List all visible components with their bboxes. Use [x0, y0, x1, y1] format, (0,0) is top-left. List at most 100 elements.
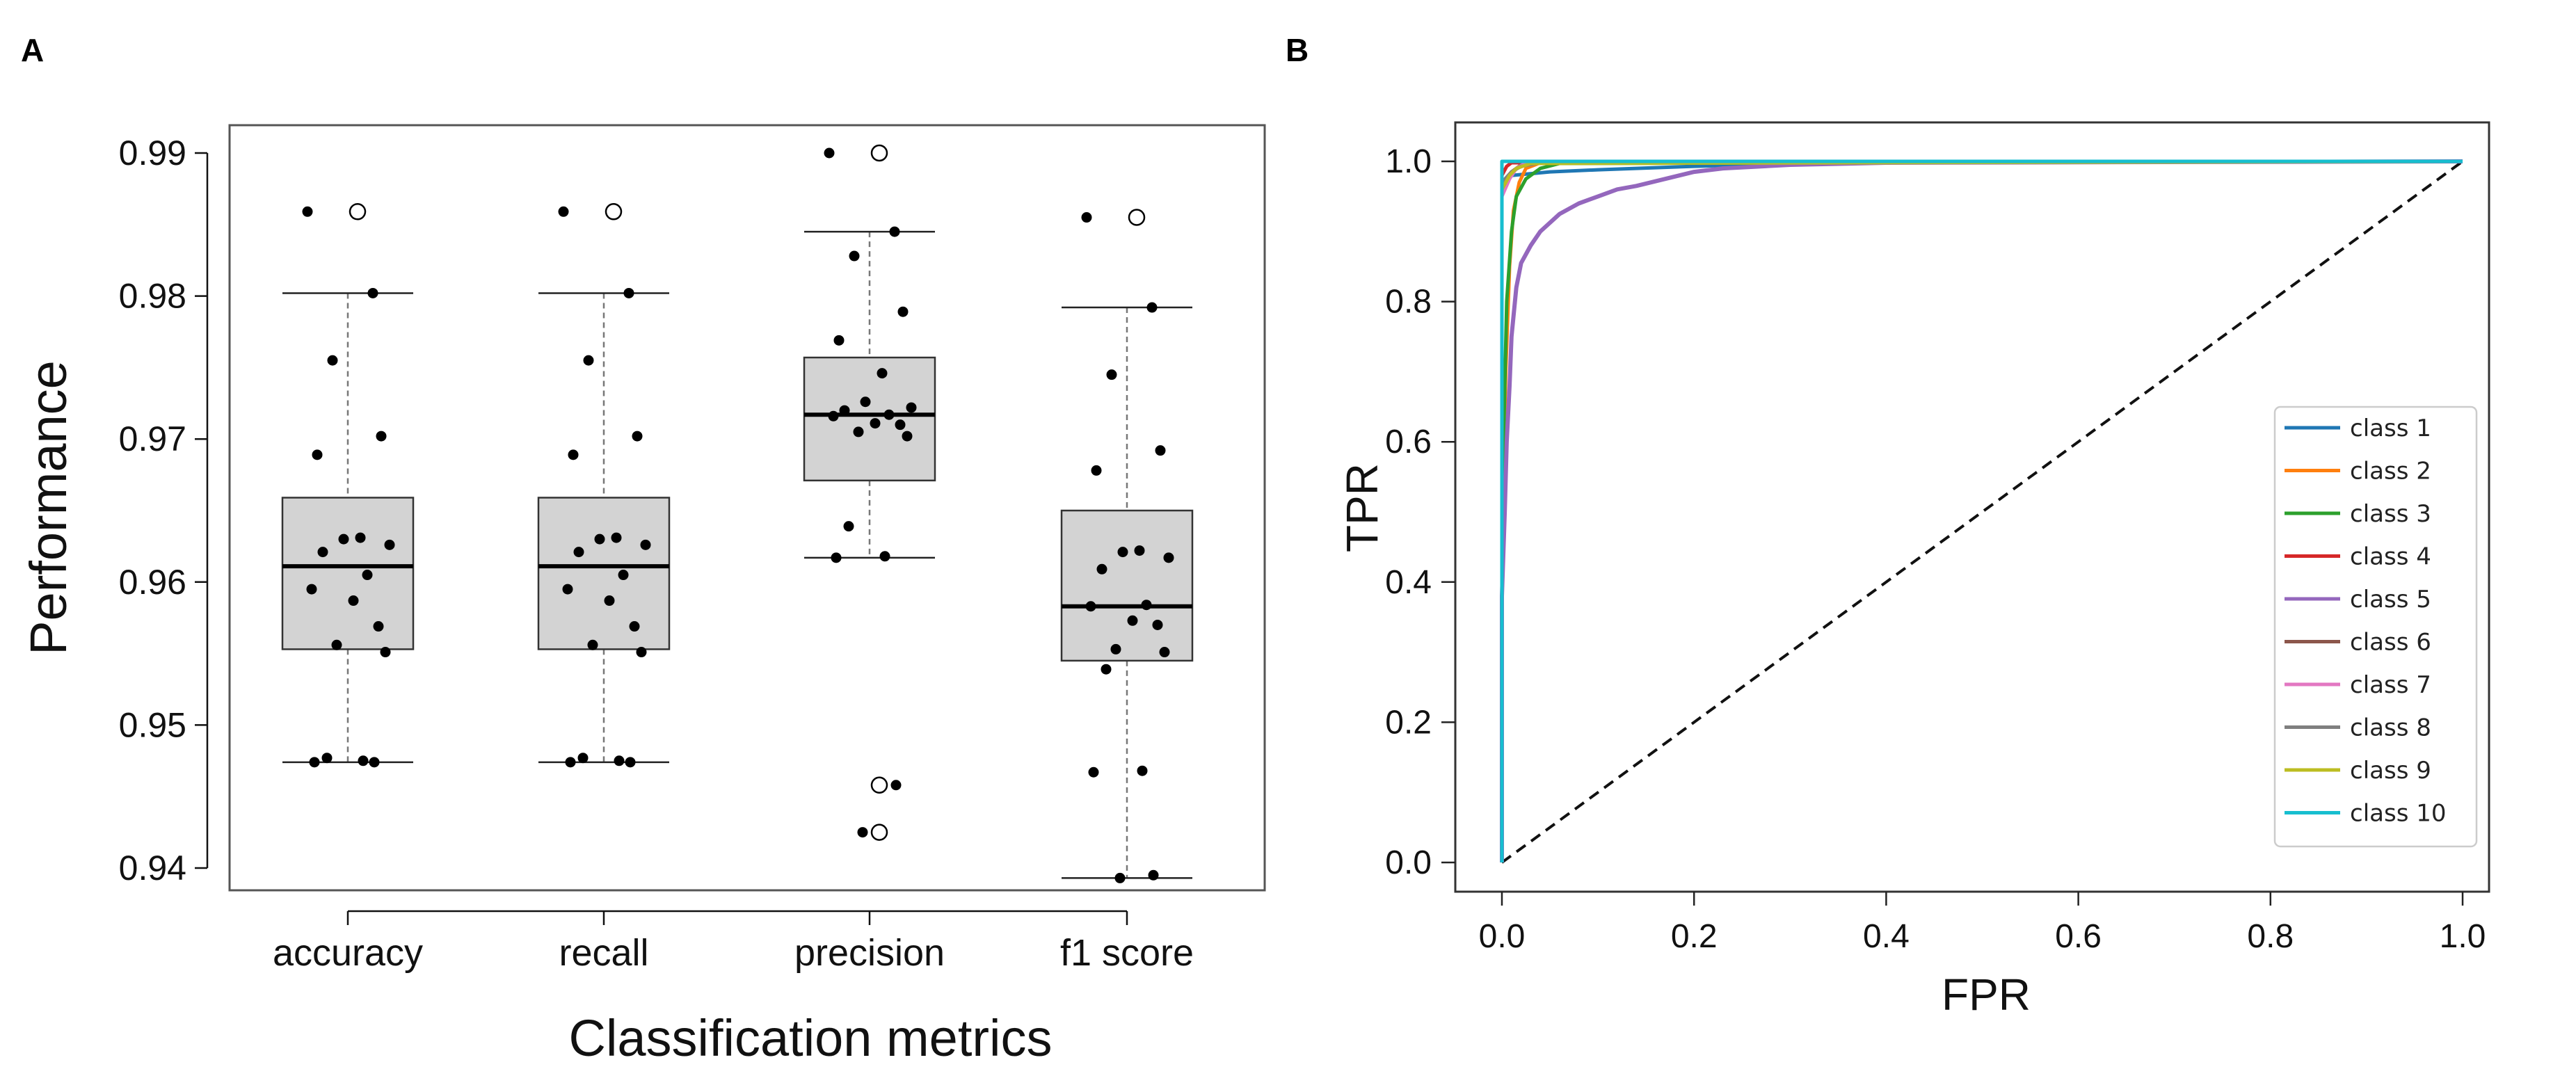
- data-point: [889, 226, 900, 237]
- data-point: [860, 396, 871, 408]
- data-point: [1091, 465, 1102, 476]
- data-point: [327, 355, 338, 366]
- plot-frame-b: [1454, 121, 2490, 893]
- data-point: [331, 639, 342, 650]
- legend-entry: class 9: [2350, 757, 2431, 785]
- data-point: [877, 368, 888, 379]
- data-point: [1159, 647, 1170, 658]
- y-tick-label-a: 0.98: [119, 277, 186, 316]
- legend-entry: class 7: [2350, 671, 2431, 699]
- panel-b: B 0.0 0.2 0.4 0.6 0.8 1.0 0.0 0.2 0.4 0.6 0.8 1.0 c…: [1286, 32, 2490, 1020]
- y-tick-label-a: 0.97: [119, 419, 186, 458]
- data-point: [1114, 872, 1126, 883]
- box-iqr: [803, 356, 936, 482]
- roc-curve-class-5: [1500, 159, 2463, 862]
- data-point: [623, 287, 634, 298]
- data-point: [384, 539, 395, 550]
- data-point: [1163, 552, 1174, 563]
- data-point: [309, 757, 320, 768]
- data-point: [367, 287, 378, 298]
- data-point: [870, 418, 881, 429]
- data-point: [1148, 869, 1159, 881]
- x-tick-label-precision: precision: [794, 932, 945, 974]
- data-point: [831, 552, 842, 563]
- data-point: [879, 551, 890, 562]
- data-point: [1110, 643, 1121, 655]
- data-point: [355, 532, 366, 543]
- data-point: [833, 335, 845, 346]
- data-point: [583, 355, 594, 366]
- data-point: [629, 621, 640, 632]
- data-point: [824, 147, 835, 159]
- y-axis-label-b: TPR: [1337, 463, 1387, 552]
- legend-box: [2273, 405, 2478, 848]
- outlier-point: [870, 144, 888, 162]
- axes-b: 0.0 0.2 0.4 0.6 0.8 1.0 0.0 0.2 0.4 0.6 0.8 1.0: [1385, 143, 2486, 955]
- data-point: [362, 570, 373, 581]
- boxes-a: [281, 144, 1194, 883]
- y-tick-label-b: 0.4: [1385, 564, 1432, 601]
- data-point: [890, 780, 902, 791]
- data-point: [883, 409, 895, 420]
- legend-entry: class 5: [2350, 586, 2431, 613]
- data-point: [1117, 547, 1128, 558]
- data-point: [568, 449, 579, 460]
- data-point: [604, 595, 615, 607]
- data-point: [853, 426, 864, 437]
- data-point: [1101, 664, 1112, 675]
- data-point: [380, 647, 391, 658]
- data-point: [565, 757, 576, 768]
- data-point: [1127, 615, 1138, 626]
- data-point: [302, 206, 313, 217]
- x-tick-label-b: 0.6: [2055, 918, 2102, 955]
- y-tick-label-a: 0.96: [119, 563, 186, 602]
- data-point: [562, 584, 573, 595]
- data-point: [839, 405, 850, 416]
- data-point: [312, 449, 323, 460]
- data-point: [618, 570, 629, 581]
- legend-entry: class 3: [2350, 500, 2431, 528]
- data-point: [1096, 563, 1107, 575]
- data-point: [376, 431, 387, 442]
- data-point: [358, 755, 369, 766]
- legend-entry: class 8: [2350, 714, 2431, 742]
- box-f1-score: [1060, 209, 1194, 883]
- panel-label-a: A: [21, 32, 44, 68]
- plot-frame-a: [228, 124, 1266, 892]
- legend-entry: class 4: [2350, 543, 2431, 571]
- data-point: [828, 410, 839, 421]
- data-point: [843, 521, 854, 532]
- y-tick-label-a: 0.99: [119, 134, 186, 172]
- data-point: [857, 827, 868, 838]
- roc-curves: [1500, 159, 2464, 864]
- x-tick-label-b: 1.0: [2440, 918, 2486, 955]
- x-tick-label-b: 0.2: [1671, 918, 1718, 955]
- data-point: [1134, 545, 1145, 556]
- data-point: [625, 757, 636, 768]
- roc-curve-class-10: [1500, 159, 2463, 862]
- panel-label-b: B: [1286, 32, 1309, 68]
- x-tick-label-b: 0.0: [1479, 918, 1526, 955]
- outlier-point: [870, 776, 888, 794]
- box-accuracy: [281, 203, 415, 768]
- data-point: [906, 402, 917, 413]
- box-iqr: [537, 497, 671, 650]
- x-tick-label-accuracy: accuracy: [273, 932, 423, 974]
- legend-entry: class 10: [2350, 800, 2446, 828]
- data-point: [1152, 619, 1163, 630]
- data-point: [611, 532, 622, 543]
- data-point: [577, 753, 589, 764]
- y-tick-label-b: 0.2: [1385, 704, 1432, 741]
- data-point: [902, 431, 913, 442]
- y-tick-label-a: 0.95: [119, 705, 186, 744]
- box-iqr: [281, 497, 415, 650]
- data-point: [897, 306, 909, 317]
- data-point: [895, 419, 906, 431]
- data-point: [636, 647, 647, 658]
- data-point: [369, 757, 380, 768]
- legend: class 1 class 2 class 3 class 4 class 5 class…: [2273, 405, 2478, 848]
- box-precision: [803, 144, 936, 841]
- data-point: [640, 539, 651, 550]
- y-tick-label-b: 0.0: [1385, 844, 1432, 881]
